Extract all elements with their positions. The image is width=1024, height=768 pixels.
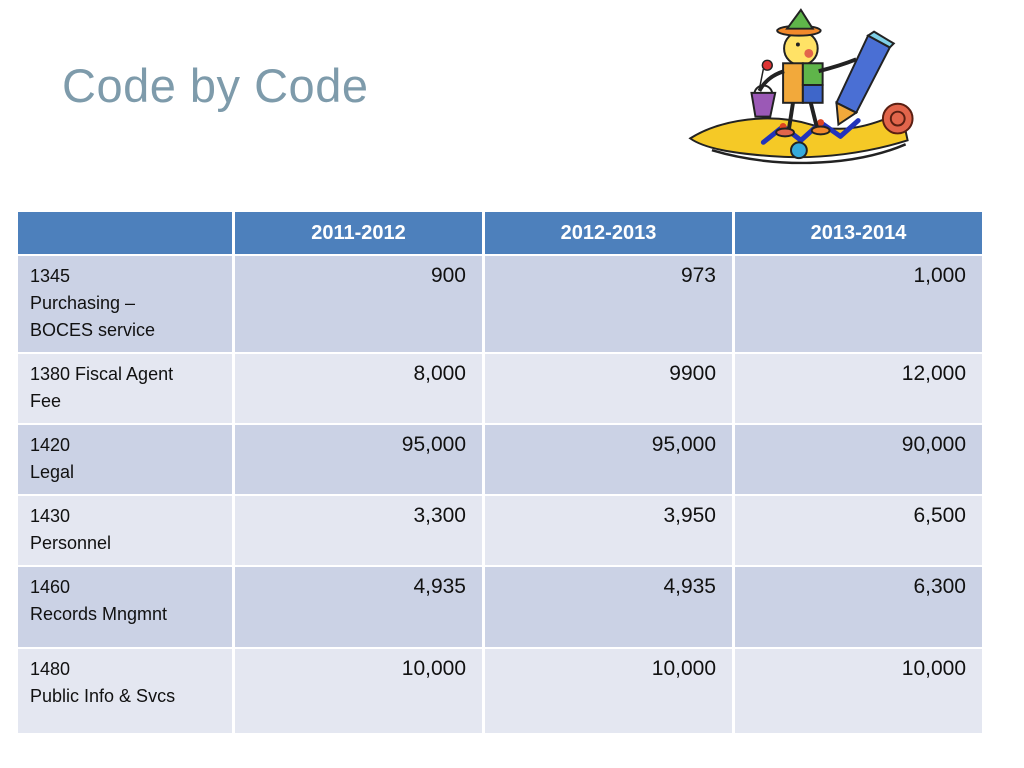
row-label: 1380 Fiscal Agent Fee (18, 354, 232, 423)
table-header-row: 2011-2012 2012-2013 2013-2014 (18, 212, 982, 254)
row-label: 1345 Purchasing – BOCES service (18, 256, 232, 352)
table-row-1380: 1380 Fiscal Agent Fee 8,000 9900 12,000 (18, 354, 982, 423)
table-row-1460: 1460 Records Mngmnt 4,935 4,935 6,300 (18, 567, 982, 647)
row-label: 1430 Personnel (18, 496, 232, 565)
table-row-1420: 1420 Legal 95,000 95,000 90,000 (18, 425, 982, 494)
column-header-2013-2014: 2013-2014 (735, 212, 982, 254)
clipart-container (650, 2, 932, 170)
row-value: 3,300 (235, 496, 482, 565)
column-header-2012-2013: 2012-2013 (485, 212, 732, 254)
table-row-1480: 1480 Public Info & Svcs 10,000 10,000 10… (18, 649, 982, 733)
row-value: 10,000 (485, 649, 732, 733)
row-value: 6,500 (735, 496, 982, 565)
column-header-blank (18, 212, 232, 254)
row-label: 1480 Public Info & Svcs (18, 649, 232, 733)
table-row-1345: 1345 Purchasing – BOCES service 900 973 … (18, 256, 982, 352)
row-value: 10,000 (235, 649, 482, 733)
row-value: 6,300 (735, 567, 982, 647)
row-value: 1,000 (735, 256, 982, 352)
row-value: 12,000 (735, 354, 982, 423)
row-value: 3,950 (485, 496, 732, 565)
page-title: Code by Code (62, 59, 369, 112)
row-value: 8,000 (235, 354, 482, 423)
row-label: 1460 Records Mngmnt (18, 567, 232, 647)
row-value: 9900 (485, 354, 732, 423)
row-value: 90,000 (735, 425, 982, 494)
row-value: 95,000 (235, 425, 482, 494)
row-value: 900 (235, 256, 482, 352)
budget-code-table: 2011-2012 2012-2013 2013-2014 1345 Purch… (18, 212, 982, 733)
row-value: 10,000 (735, 649, 982, 733)
column-header-2011-2012: 2011-2012 (235, 212, 482, 254)
clown-drawing-chart-icon (688, 8, 914, 165)
row-value: 95,000 (485, 425, 732, 494)
row-value: 973 (485, 256, 732, 352)
row-value: 4,935 (235, 567, 482, 647)
row-value: 4,935 (485, 567, 732, 647)
table-row-1430: 1430 Personnel 3,300 3,950 6,500 (18, 496, 982, 565)
row-label: 1420 Legal (18, 425, 232, 494)
